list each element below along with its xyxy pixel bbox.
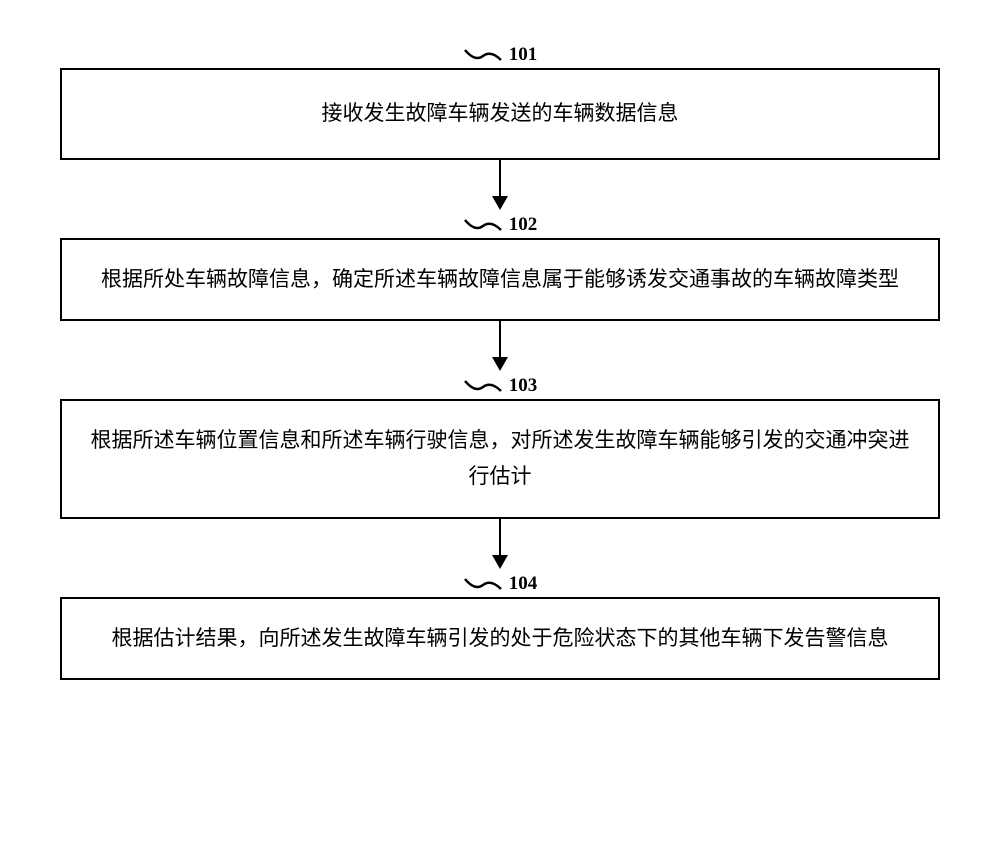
step-101: 101 接收发生故障车辆发送的车辆数据信息 <box>60 40 940 160</box>
label-row-103: 103 <box>60 371 940 395</box>
curve-icon <box>463 575 503 593</box>
step-label-101: 101 <box>509 44 538 66</box>
label-row-102: 102 <box>60 210 940 234</box>
step-box-102: 根据所处车辆故障信息，确定所述车辆故障信息属于能够诱发交通事故的车辆故障类型 <box>60 238 940 322</box>
arrow-1 <box>492 160 508 210</box>
arrow-3 <box>492 519 508 569</box>
arrow-head-icon <box>492 196 508 210</box>
arrow-head-icon <box>492 555 508 569</box>
step-103: 103 根据所述车辆位置信息和所述车辆行驶信息，对所述发生故障车辆能够引发的交通… <box>60 371 940 518</box>
arrow-line <box>499 160 502 196</box>
step-box-103: 根据所述车辆位置信息和所述车辆行驶信息，对所述发生故障车辆能够引发的交通冲突进行… <box>60 399 940 518</box>
arrow-line <box>499 321 502 357</box>
step-label-104: 104 <box>509 573 538 595</box>
curve-icon <box>463 377 503 395</box>
step-box-101: 接收发生故障车辆发送的车辆数据信息 <box>60 68 940 160</box>
step-104: 104 根据估计结果，向所述发生故障车辆引发的处于危险状态下的其他车辆下发告警信… <box>60 569 940 681</box>
step-box-104: 根据估计结果，向所述发生故障车辆引发的处于危险状态下的其他车辆下发告警信息 <box>60 597 940 681</box>
arrow-head-icon <box>492 357 508 371</box>
arrow-2 <box>492 321 508 371</box>
label-row-104: 104 <box>60 569 940 593</box>
step-102: 102 根据所处车辆故障信息，确定所述车辆故障信息属于能够诱发交通事故的车辆故障… <box>60 210 940 322</box>
label-row-101: 101 <box>60 40 940 64</box>
flowchart-container: 101 接收发生故障车辆发送的车辆数据信息 102 根据所处车辆故障信息，确定所… <box>60 40 940 680</box>
curve-icon <box>463 46 503 64</box>
step-label-103: 103 <box>509 375 538 397</box>
arrow-line <box>499 519 502 555</box>
step-label-102: 102 <box>509 214 538 236</box>
curve-icon <box>463 216 503 234</box>
